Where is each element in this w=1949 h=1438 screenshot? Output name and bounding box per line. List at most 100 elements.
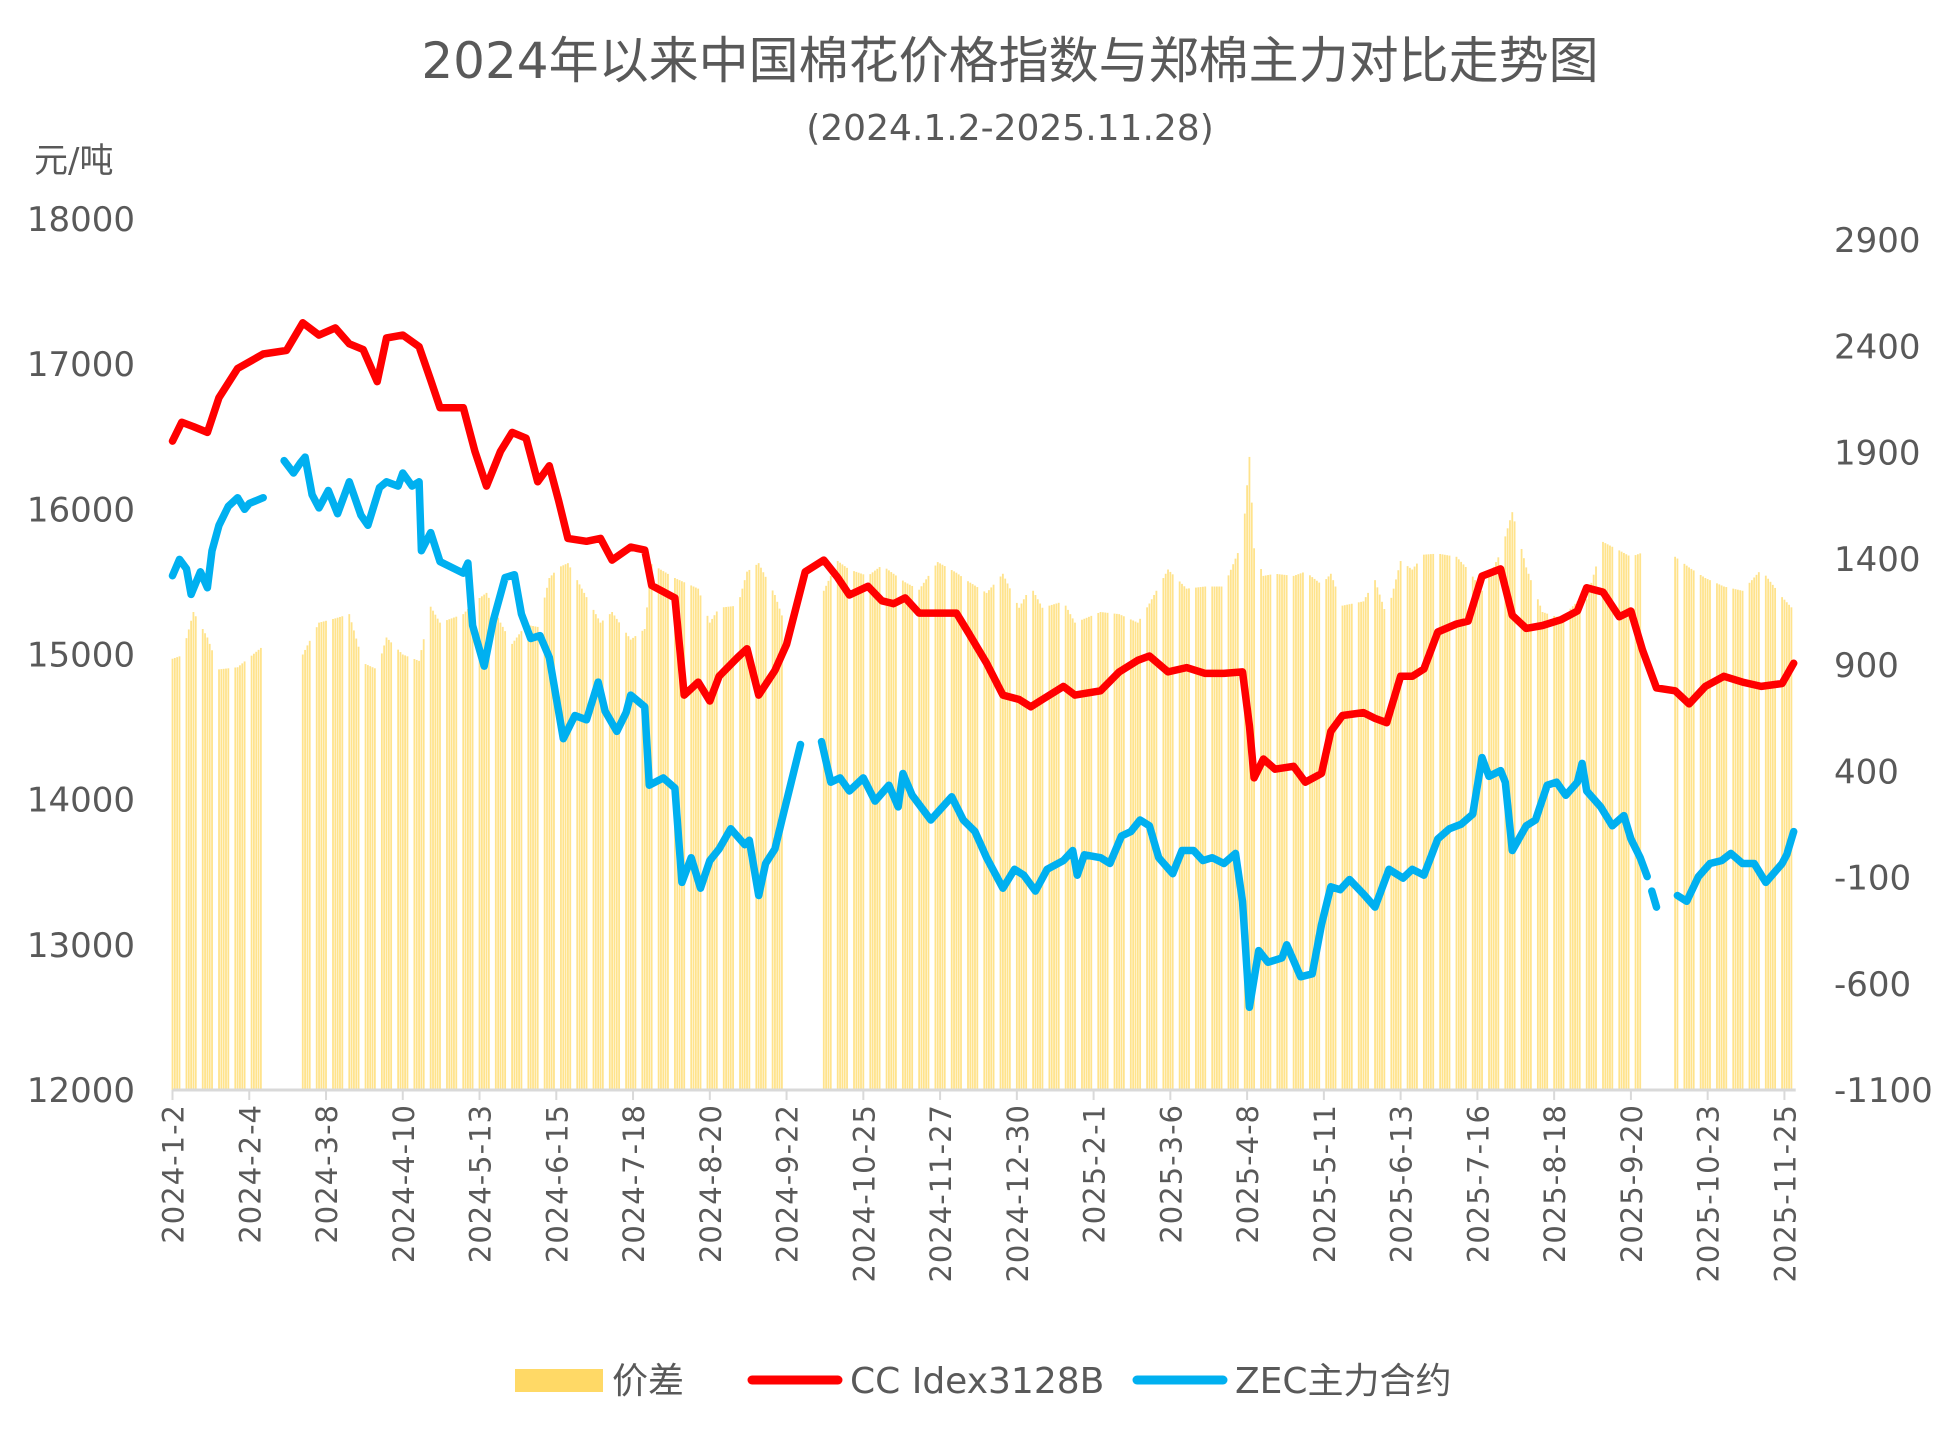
spread-bar bbox=[366, 665, 369, 1090]
spread-bar bbox=[1232, 564, 1235, 1090]
spread-bar bbox=[1555, 616, 1558, 1090]
spread-bar bbox=[618, 622, 620, 1090]
spread-bar bbox=[1227, 575, 1230, 1090]
spread-bar bbox=[1267, 575, 1269, 1090]
spread-bar bbox=[1129, 619, 1132, 1090]
spread-bar bbox=[1478, 587, 1481, 1090]
spread-bar bbox=[1283, 574, 1286, 1090]
spread-bar bbox=[306, 645, 309, 1090]
spread-bar bbox=[992, 584, 995, 1090]
spread-bar bbox=[341, 616, 344, 1090]
x-tick-label: 2025-9-20 bbox=[1615, 1104, 1649, 1263]
spread-bar bbox=[1248, 456, 1251, 1090]
spread-bar bbox=[771, 590, 774, 1090]
spread-bar bbox=[874, 570, 876, 1090]
spread-bar bbox=[308, 640, 311, 1090]
spread-bar bbox=[732, 606, 734, 1090]
spread-bar bbox=[1032, 590, 1035, 1090]
x-tick-label: 2024-9-22 bbox=[771, 1104, 805, 1263]
spread-bar bbox=[1683, 563, 1686, 1090]
spread-bar bbox=[650, 564, 653, 1090]
spread-bar bbox=[1634, 555, 1637, 1090]
y-right-tick-label: -600 bbox=[1834, 965, 1911, 1005]
spread-bar bbox=[1181, 583, 1183, 1090]
spread-bar bbox=[857, 572, 860, 1090]
spread-bar bbox=[694, 587, 697, 1090]
spread-bar bbox=[1122, 616, 1125, 1090]
spread-bar bbox=[599, 622, 602, 1090]
spread-bar bbox=[350, 622, 353, 1090]
spread-bar bbox=[967, 581, 969, 1090]
spread-bar bbox=[1004, 578, 1007, 1090]
spread-bar bbox=[562, 565, 565, 1090]
spread-bar bbox=[487, 597, 490, 1090]
spread-bar bbox=[1134, 621, 1137, 1090]
spread-bar bbox=[478, 597, 481, 1090]
spread-bar bbox=[585, 597, 588, 1090]
spread-bar bbox=[1429, 554, 1432, 1090]
spread-bar bbox=[1381, 601, 1383, 1090]
y-right-tick-label: 2900 bbox=[1834, 221, 1921, 261]
spread-bar bbox=[1539, 605, 1542, 1090]
legend-label-spread: 价差 bbox=[612, 1361, 684, 1402]
spread-bar bbox=[1253, 548, 1255, 1090]
spread-bar bbox=[1739, 590, 1742, 1090]
cc-index-line bbox=[168, 319, 1798, 786]
spread-bar bbox=[406, 656, 409, 1090]
spread-bar bbox=[1374, 580, 1376, 1090]
spread-bar bbox=[1390, 597, 1393, 1090]
spread-bar bbox=[422, 639, 425, 1090]
spread-bar bbox=[925, 579, 928, 1090]
spread-bar bbox=[1688, 567, 1690, 1090]
x-tick-label: 2024-2-4 bbox=[233, 1104, 267, 1244]
spread-bar bbox=[839, 562, 841, 1090]
spread-bar bbox=[1674, 556, 1676, 1090]
spread-bar bbox=[1309, 575, 1311, 1090]
spread-bar bbox=[1560, 618, 1563, 1090]
spread-bar bbox=[353, 630, 355, 1090]
spread-bar bbox=[429, 606, 432, 1090]
spread-bar bbox=[927, 575, 930, 1090]
spread-bar bbox=[194, 616, 197, 1090]
spread-bar bbox=[518, 634, 520, 1090]
spread-bar bbox=[1136, 622, 1139, 1090]
spread-bar bbox=[218, 669, 220, 1090]
spread-bar bbox=[259, 647, 262, 1090]
spread-bar bbox=[1439, 553, 1442, 1090]
spread-bar bbox=[578, 584, 581, 1090]
spread-bar bbox=[1546, 613, 1549, 1090]
spread-bar bbox=[250, 655, 253, 1090]
spread-bar bbox=[1229, 569, 1232, 1090]
spread-bar bbox=[1025, 595, 1028, 1090]
spread-bar bbox=[527, 625, 530, 1090]
spread-bar bbox=[920, 586, 923, 1090]
spread-bar bbox=[892, 573, 895, 1090]
spread-bar bbox=[764, 576, 767, 1090]
spread-bar bbox=[632, 637, 634, 1090]
spread-bar bbox=[371, 667, 374, 1090]
spread-bar bbox=[385, 637, 388, 1090]
spread-bar bbox=[1585, 599, 1588, 1090]
chart-title: 2024年以来中国棉花价格指数与郑棉主力对比走势图 bbox=[421, 32, 1598, 90]
spread-bar bbox=[781, 615, 783, 1090]
spread-bar bbox=[697, 588, 700, 1090]
spread-bar bbox=[515, 637, 518, 1090]
spread-bar bbox=[1297, 574, 1300, 1090]
spread-bar bbox=[1383, 609, 1386, 1090]
spread-bar bbox=[1264, 575, 1267, 1090]
spread-bar bbox=[369, 666, 372, 1090]
spread-bar bbox=[1676, 558, 1679, 1090]
spread-bar bbox=[1492, 566, 1495, 1090]
x-tick-label: 2025-5-11 bbox=[1308, 1104, 1342, 1263]
spread-bar bbox=[1464, 566, 1467, 1090]
spread-bar bbox=[1767, 578, 1770, 1090]
spread-bar bbox=[1146, 607, 1148, 1090]
spread-bar bbox=[643, 629, 646, 1090]
spread-bar bbox=[971, 584, 974, 1090]
spread-bar bbox=[1427, 554, 1430, 1090]
spread-bar bbox=[1520, 548, 1523, 1090]
spread-bar bbox=[1246, 485, 1249, 1090]
chart-subtitle: (2024.1.2-2025.11.28) bbox=[806, 108, 1214, 149]
spread-bar bbox=[699, 595, 702, 1090]
